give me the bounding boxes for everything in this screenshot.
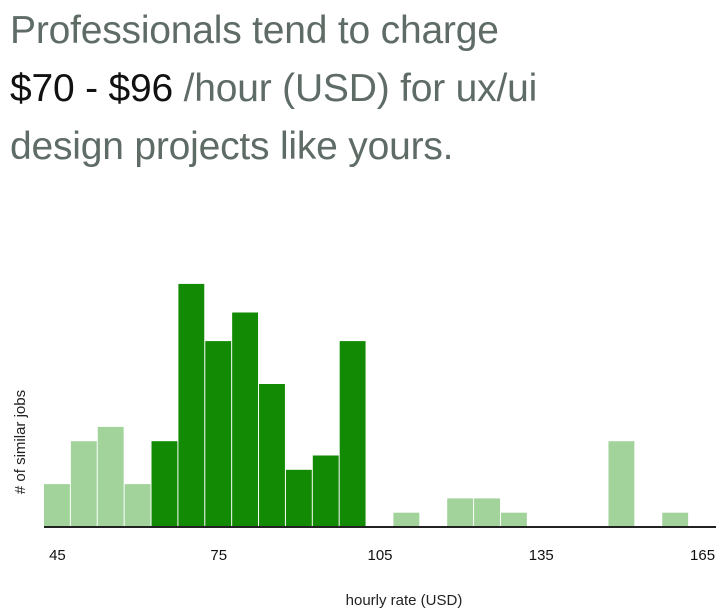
- x-tick-label: 165: [690, 547, 715, 564]
- x-tick-label: 45: [49, 547, 66, 564]
- histogram-bar: [232, 312, 259, 527]
- histogram-bar: [393, 512, 420, 527]
- histogram-bar: [285, 469, 312, 527]
- x-axis-label: hourly rate (USD): [346, 592, 463, 609]
- histogram-bar: [97, 426, 124, 527]
- histogram-bars: [44, 283, 689, 527]
- histogram-bar: [339, 341, 366, 527]
- x-tick-label: 75: [210, 547, 227, 564]
- headline-line-3: design projects like yours.: [10, 125, 454, 168]
- headline-line-2: $70 - $96 /hour (USD) for ux/ui: [10, 60, 720, 118]
- headline: Professionals tend to charge $70 - $96 /…: [10, 2, 720, 176]
- histogram-bar: [151, 441, 178, 527]
- headline-rest: /hour (USD) for ux/ui: [173, 67, 538, 110]
- x-tick-label: 135: [529, 547, 554, 564]
- histogram-bar: [608, 441, 635, 527]
- rate-range: $70 - $96: [10, 67, 173, 110]
- histogram-bar: [447, 498, 474, 527]
- histogram-bar: [312, 455, 339, 527]
- y-axis-label: # of similar jobs: [12, 390, 29, 494]
- x-tick-label: 105: [367, 547, 392, 564]
- histogram-bar: [44, 484, 70, 527]
- histogram-bar: [500, 512, 527, 527]
- x-axis-ticks: 45 75 105 135 165: [49, 547, 715, 564]
- histogram-bar: [474, 498, 500, 527]
- histogram-bar: [70, 441, 97, 527]
- histogram-bar: [662, 512, 689, 527]
- histogram-bar: [259, 384, 285, 527]
- headline-line-1: Professionals tend to charge: [10, 9, 499, 52]
- histogram-bar: [124, 484, 151, 527]
- histogram-bar: [178, 283, 205, 527]
- histogram-bar: [205, 341, 232, 527]
